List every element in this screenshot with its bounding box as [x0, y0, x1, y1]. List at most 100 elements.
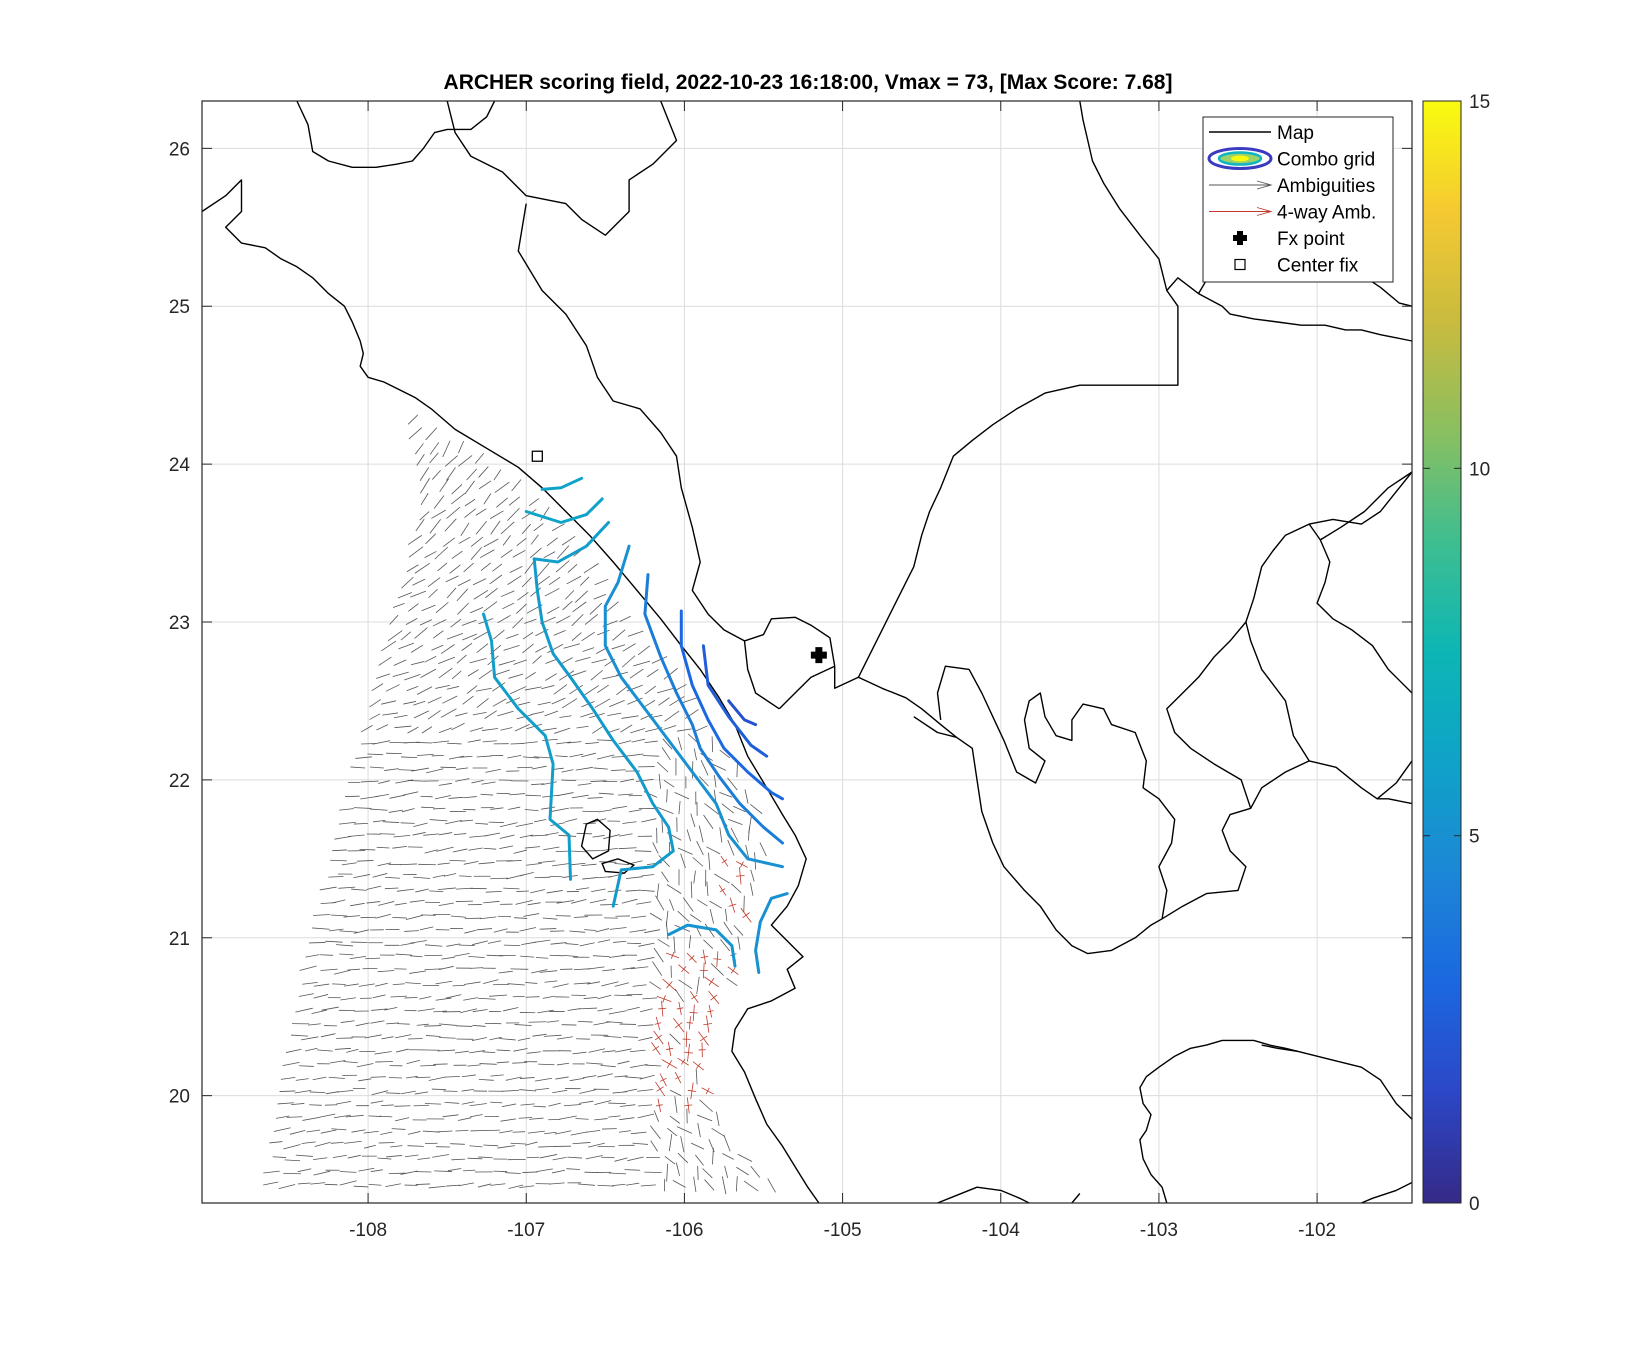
- ambiguity-arrow: [334, 835, 352, 840]
- ambiguity-arrow: [534, 1077, 553, 1082]
- ambiguity-arrow: [313, 1170, 331, 1176]
- ambiguity-arrow: [445, 1075, 460, 1078]
- score-contour: [701, 644, 769, 758]
- ambiguity-arrow: [310, 1182, 326, 1185]
- ambiguity-arrow: [463, 1169, 476, 1172]
- four-way-ambiguity-cross: [662, 995, 666, 1003]
- ambiguity-arrow: [312, 1076, 327, 1081]
- ambiguity-arrow: [415, 518, 425, 532]
- ambiguity-arrow: [313, 983, 330, 987]
- ambiguity-arrow: [544, 1131, 557, 1135]
- ambiguity-arrow: [489, 1036, 502, 1041]
- ambiguity-arrow: [528, 498, 540, 507]
- ambiguity-arrow: [541, 781, 557, 786]
- ambiguity-arrow: [512, 1131, 526, 1133]
- ambiguity-arrow: [420, 477, 430, 494]
- four-way-ambiguity-cross: [703, 1023, 713, 1026]
- ambiguity-arrow: [658, 855, 670, 867]
- ambiguity-arrow: [371, 1090, 389, 1096]
- ambiguity-arrow: [468, 847, 483, 851]
- ambiguity-arrow: [728, 819, 743, 825]
- legend-box: [1202, 116, 1394, 283]
- legend-label: Fx point: [1277, 229, 1345, 250]
- ambiguity-arrow: [551, 807, 569, 812]
- ambiguity-arrow: [663, 779, 675, 788]
- ambiguity-arrow: [706, 846, 721, 855]
- ambiguity-arrow: [709, 900, 722, 909]
- ambiguity-arrow: [514, 1024, 532, 1027]
- map-line: [857, 277, 1413, 678]
- ambiguity-arrow: [380, 1131, 393, 1135]
- ambiguity-arrow: [539, 1154, 558, 1159]
- four-way-ambiguity-cross: [652, 1045, 660, 1052]
- colorbar-tick-label: 10: [1469, 459, 1490, 480]
- ambiguity-arrow: [413, 1104, 430, 1107]
- ambiguity-arrow: [435, 601, 449, 614]
- ambiguity-arrow: [702, 1168, 713, 1179]
- ambiguity-arrow: [338, 821, 356, 825]
- ambiguity-arrow: [530, 534, 539, 545]
- ambiguity-arrow: [457, 1117, 472, 1121]
- ambiguity-arrow: [522, 756, 540, 759]
- ambiguity-arrow: [619, 1117, 635, 1121]
- ambiguity-arrow: [627, 1156, 644, 1162]
- ambiguity-arrow: [556, 900, 574, 904]
- ambiguity-arrow: [520, 1103, 535, 1106]
- ambiguity-arrow: [581, 752, 596, 758]
- ambiguity-arrow: [539, 970, 558, 973]
- ambiguity-arrow: [597, 939, 611, 943]
- ambiguity-arrow: [320, 1129, 337, 1134]
- ambiguity-arrow: [624, 1169, 641, 1171]
- ambiguity-arrow: [463, 981, 481, 985]
- four-way-ambiguity-cross: [735, 875, 745, 877]
- ambiguity-arrow: [719, 827, 723, 843]
- ambiguity-arrow: [472, 1009, 488, 1013]
- ambiguity-arrow: [460, 1008, 478, 1014]
- ambiguity-arrow: [419, 926, 434, 931]
- ambiguity-arrow: [572, 1142, 591, 1145]
- ambiguity-arrow: [524, 686, 542, 691]
- ambiguity-arrow: [630, 1063, 648, 1068]
- ambiguity-arrow: [424, 551, 437, 558]
- ambiguity-arrow: [534, 819, 547, 823]
- x-tick-label: -105: [824, 1220, 862, 1241]
- ambiguity-arrow: [347, 1154, 361, 1159]
- four-way-ambiguity-cross: [710, 994, 718, 1001]
- ambiguity-arrow: [496, 1061, 510, 1064]
- ambiguity-arrow: [548, 1182, 565, 1185]
- ambiguity-arrow: [483, 601, 498, 612]
- ambiguity-arrow: [377, 1157, 392, 1160]
- ambiguity-arrow: [562, 600, 573, 611]
- ambiguity-arrow: [440, 708, 457, 718]
- fix-markers: [531, 450, 827, 664]
- ambiguity-arrow: [545, 832, 559, 836]
- ambiguity-arrow: [432, 630, 444, 639]
- ambiguity-arrow: [516, 537, 527, 547]
- ambiguity-arrow: [678, 800, 681, 815]
- ambiguity-arrow: [389, 794, 406, 799]
- ambiguity-arrow: [666, 789, 668, 803]
- ambiguity-arrow: [608, 1010, 627, 1015]
- ambiguity-arrow: [642, 997, 658, 1000]
- ambiguity-arrow: [492, 698, 507, 707]
- ambiguity-arrow: [415, 1183, 431, 1185]
- ambiguity-arrow: [414, 443, 424, 455]
- ambiguity-arrow: [674, 792, 690, 800]
- ambiguity-arrow: [703, 814, 714, 830]
- ambiguity-arrow: [509, 793, 525, 796]
- ambiguity-arrow: [597, 629, 610, 636]
- ambiguity-arrow: [330, 914, 348, 917]
- ambiguity-arrow: [431, 754, 444, 757]
- ambiguity-arrow: [591, 888, 606, 893]
- ambiguity-arrow: [545, 658, 558, 664]
- ambiguity-arrow: [632, 984, 647, 987]
- ambiguity-arrow: [485, 1129, 500, 1132]
- ambiguity-arrow: [657, 806, 674, 814]
- ambiguity-arrow: [517, 766, 533, 769]
- ambiguity-arrow: [379, 1115, 393, 1118]
- ambiguity-arrow: [449, 859, 466, 862]
- ambiguity-arrow: [336, 1101, 352, 1105]
- ambiguity-arrow: [289, 1129, 306, 1135]
- ambiguity-arrow: [449, 564, 461, 574]
- ambiguity-arrow: [676, 1126, 693, 1134]
